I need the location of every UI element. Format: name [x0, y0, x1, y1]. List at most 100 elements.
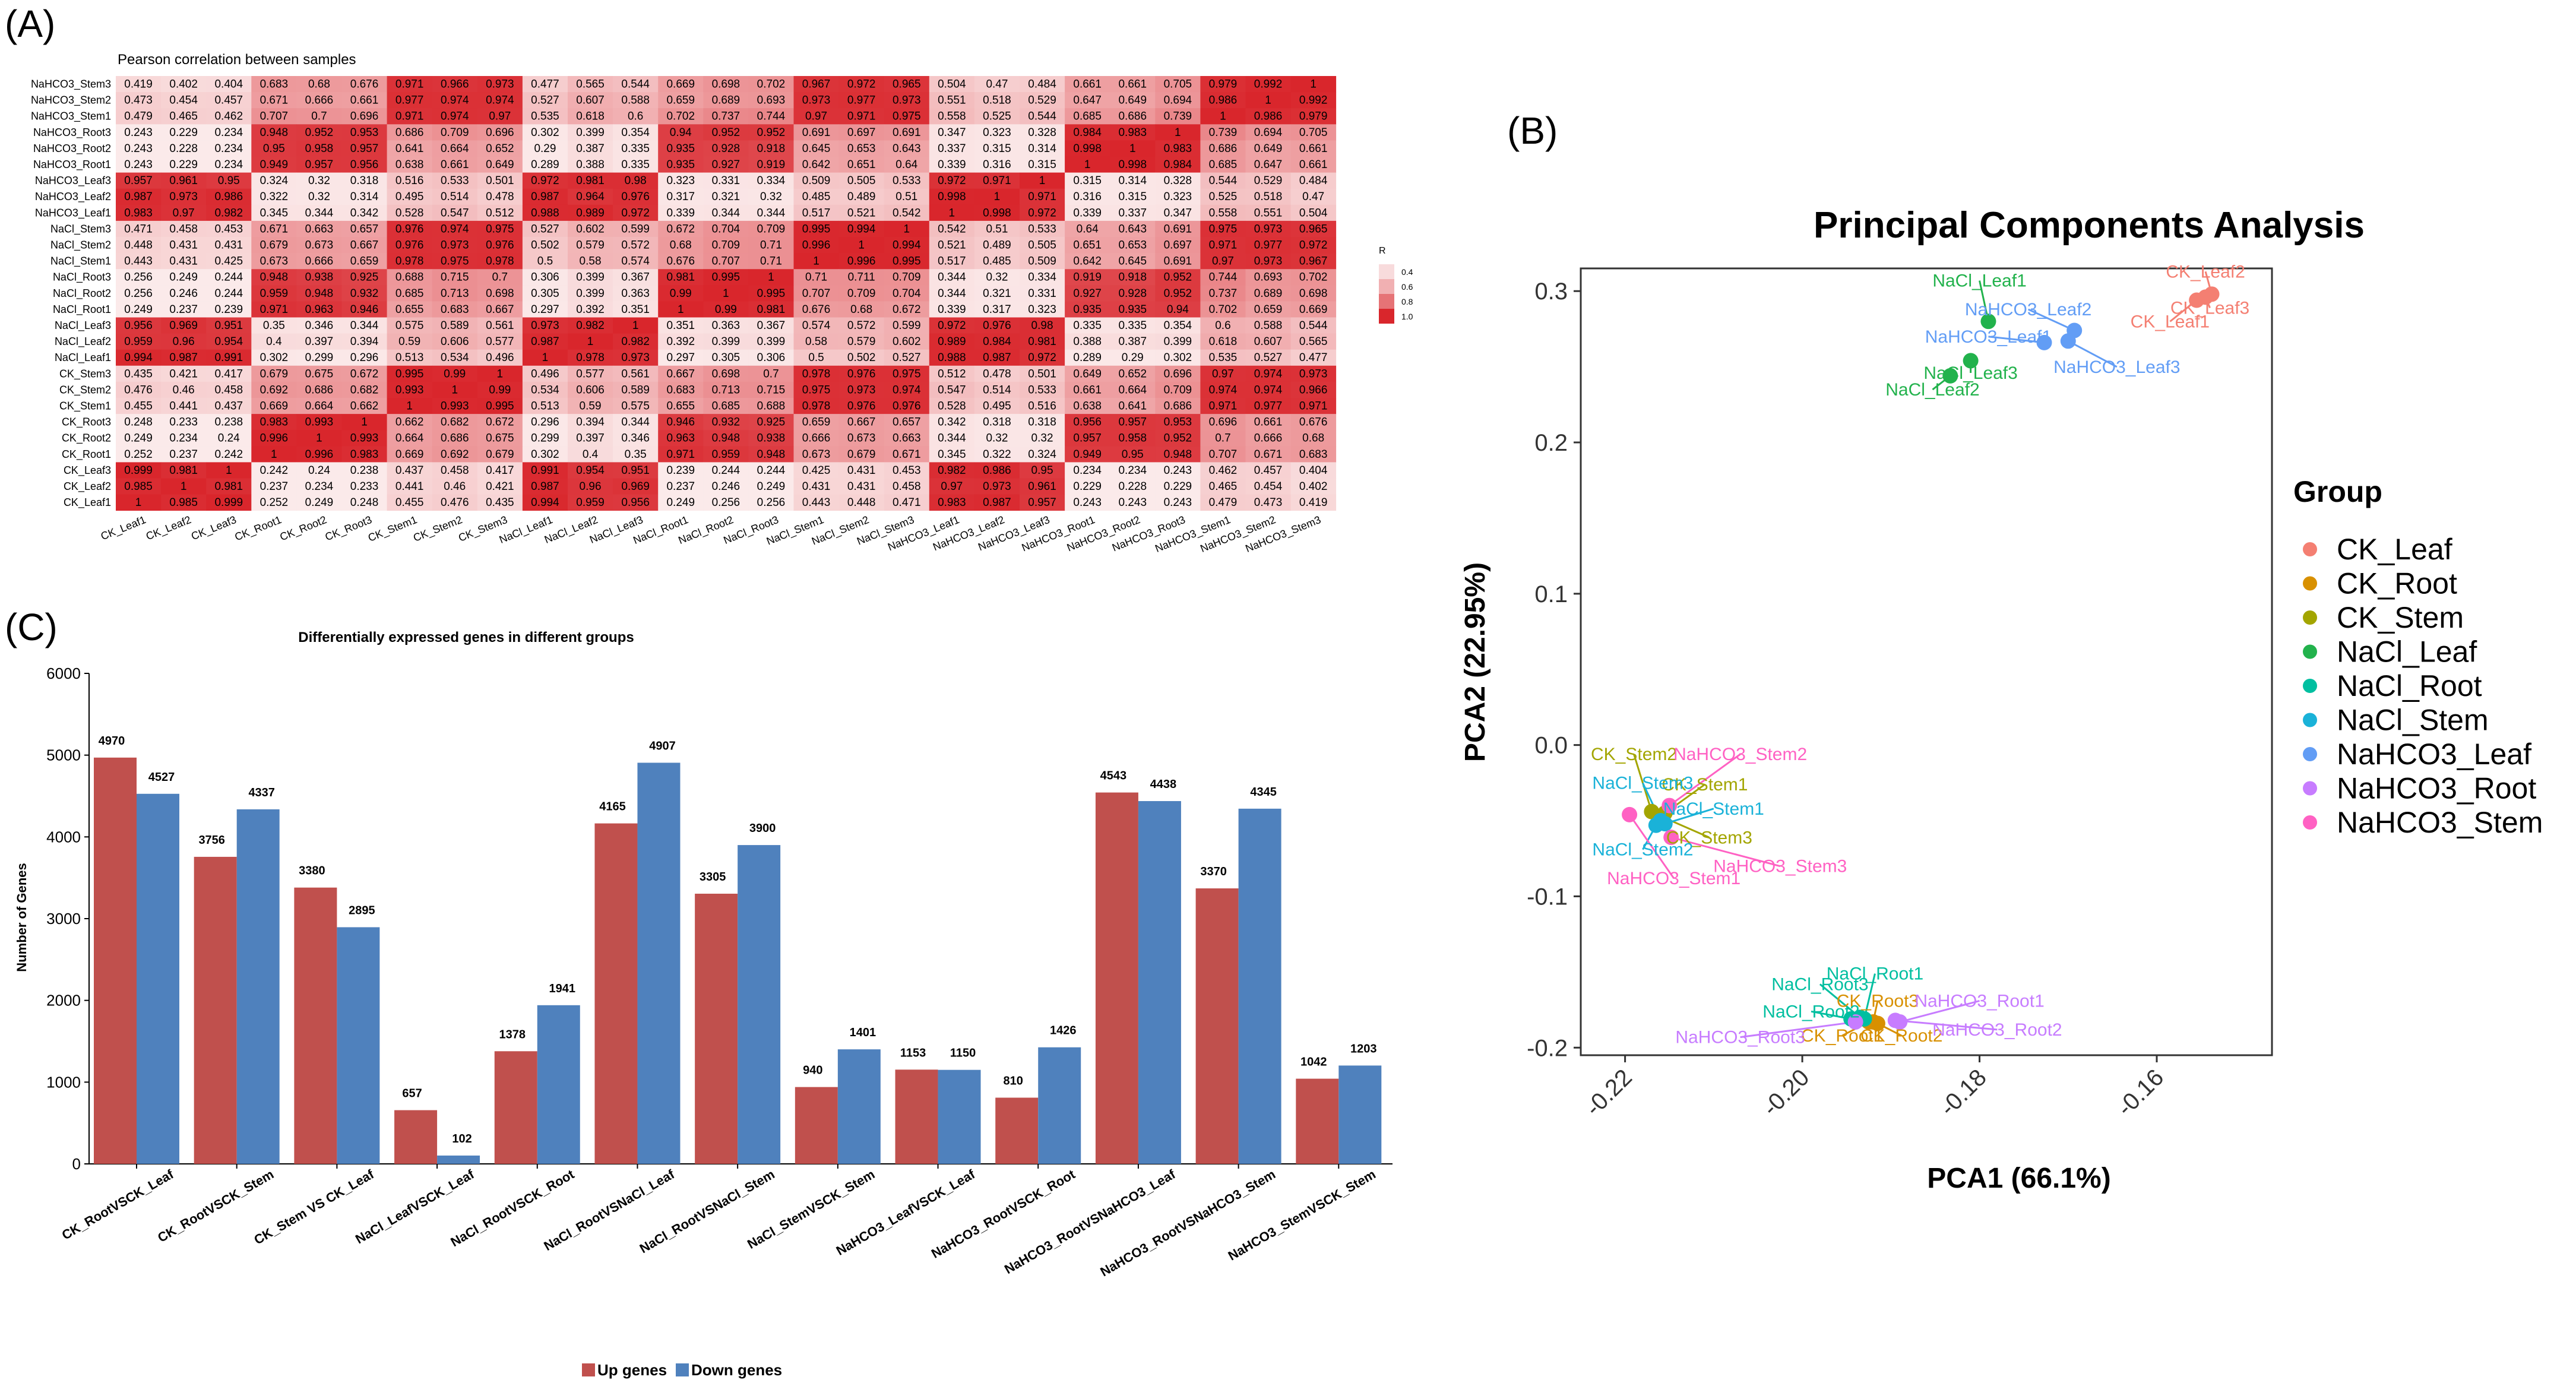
heatmap-cell — [161, 220, 207, 238]
heatmap-cell-value: 0.455 — [124, 400, 153, 413]
heatmap-cell-value: 0.331 — [712, 175, 740, 187]
heatmap-cell — [1110, 76, 1156, 93]
heatmap-cell-value: 0.971 — [260, 303, 289, 316]
heatmap-cell — [1200, 269, 1246, 286]
heatmap-cell-value: 0.337 — [938, 143, 966, 155]
heatmap-cell — [116, 92, 162, 109]
heatmap-cell — [793, 349, 839, 366]
heatmap-cell — [432, 365, 478, 382]
heatmap-cell-value: 0.676 — [1299, 416, 1328, 429]
heatmap-cell — [1020, 462, 1065, 479]
heatmap-cell-value: 0.676 — [666, 255, 695, 268]
heatmap-cell-value: 0.991 — [531, 464, 559, 477]
heatmap-cell-value: 0.657 — [893, 416, 921, 429]
heatmap-cell-value: 0.976 — [395, 223, 424, 235]
heatmap-cell-value: 0.315 — [1118, 191, 1147, 203]
heatmap-cell-value: 0.518 — [983, 94, 1011, 107]
heatmap-cell-value: 0.71 — [805, 271, 827, 284]
heatmap-cell-value: 0.989 — [938, 336, 966, 348]
heatmap-cell-value: 0.558 — [938, 110, 966, 123]
bar-y-tick-label: 0 — [72, 1155, 81, 1173]
heatmap-cell-value: 0.664 — [1118, 384, 1147, 396]
heatmap-cell — [522, 108, 568, 125]
heatmap-cell-value: 0.969 — [169, 319, 198, 332]
heatmap-cell — [1020, 188, 1065, 205]
heatmap-cell-value: 0.971 — [1299, 400, 1328, 413]
pca-point-label: CK_Stem1 — [1662, 775, 1748, 795]
heatmap-cell — [161, 124, 207, 141]
heatmap-cell-value: 0.974 — [1254, 384, 1283, 396]
heatmap-cell — [522, 220, 568, 238]
heatmap-cell — [658, 381, 704, 398]
heatmap-cell — [703, 317, 749, 334]
heatmap-cell — [568, 108, 613, 125]
heatmap-cell — [432, 317, 478, 334]
heatmap-cell — [522, 494, 568, 511]
heatmap-cell — [884, 92, 930, 109]
heatmap-cell-value: 0.58 — [580, 255, 602, 268]
heatmap-cell — [341, 317, 387, 334]
heatmap-cell — [477, 269, 523, 286]
heatmap-cell — [838, 188, 885, 205]
heatmap-cell-value: 0.485 — [802, 191, 831, 203]
bar-y-tick-label: 6000 — [46, 664, 81, 682]
heatmap-cell — [432, 237, 478, 254]
heatmap-cell-value: 0.367 — [621, 271, 650, 284]
heatmap-cell-value: 0.992 — [1299, 94, 1328, 107]
bar-mark — [1195, 888, 1239, 1164]
heatmap-cell-value: 0.7 — [311, 110, 327, 123]
heatmap-cell-value: 0.682 — [350, 384, 379, 396]
pca-legend: Group CK_LeafCK_RootCK_StemNaCl_LeafNaCl… — [2293, 475, 2543, 839]
heatmap-cell-value: 0.655 — [395, 303, 424, 316]
heatmap-cell-value: 0.641 — [1118, 400, 1147, 413]
pca-legend-label: NaCl_Root — [2337, 669, 2482, 702]
bar-value-label: 2895 — [349, 904, 375, 917]
heatmap-cell-value: 0.992 — [1254, 78, 1283, 91]
heatmap-cell-value: 0.693 — [1254, 271, 1283, 284]
heatmap-cell-value: 0.514 — [441, 191, 469, 203]
heatmap-cell — [568, 188, 613, 205]
heatmap-cell — [1290, 430, 1337, 447]
heatmap-cell-value: 0.946 — [350, 303, 379, 316]
heatmap-cell-value: 0.958 — [1118, 432, 1147, 445]
heatmap-cell-value: 0.529 — [1254, 175, 1283, 187]
heatmap-cell-value: 0.974 — [441, 110, 469, 123]
pca-point-label: CK_Root2 — [1860, 1026, 1942, 1046]
heatmap-cell — [522, 333, 568, 350]
heatmap-cell-value: 0.425 — [214, 255, 243, 268]
heatmap-cell-value: 0.98 — [625, 175, 647, 187]
heatmap-cell-value: 0.672 — [893, 303, 921, 316]
bar-mark — [738, 845, 781, 1164]
heatmap-cell-value: 0.495 — [395, 191, 424, 203]
heatmap-cell-value: 0.322 — [260, 191, 289, 203]
bar-value-label: 4907 — [649, 739, 676, 752]
heatmap-cell — [1200, 430, 1246, 447]
heatmap-cell-value: 0.966 — [1299, 384, 1328, 396]
heatmap-cell — [387, 269, 433, 286]
pca-legend-marker — [2303, 542, 2317, 556]
heatmap-cell-value: 0.602 — [893, 336, 921, 348]
heatmap-cell — [341, 253, 387, 270]
heatmap-cell — [1200, 349, 1246, 366]
heatmap-cell-value: 0.961 — [1028, 480, 1056, 493]
heatmap-cell — [1200, 317, 1246, 334]
heatmap-cell-value: 0.4 — [583, 448, 599, 461]
heatmap-cell — [793, 398, 839, 414]
heatmap-cell — [1020, 349, 1065, 366]
heatmap-cell-value: 0.246 — [712, 480, 740, 493]
heatmap-cell — [116, 140, 162, 157]
heatmap-cell-value: 0.698 — [712, 78, 740, 91]
heatmap-cell — [974, 204, 1020, 221]
heatmap-cell-value: 0.662 — [350, 400, 379, 413]
bar-y-tick-label: 2000 — [46, 992, 81, 1009]
heatmap-cell — [1155, 124, 1201, 141]
heatmap-column-label: CK_Leaf1 — [99, 514, 148, 543]
heatmap-cell-value: 0.976 — [983, 319, 1011, 332]
bar-value-label: 1042 — [1300, 1056, 1327, 1069]
heatmap-cell-value: 0.981 — [214, 480, 243, 493]
heatmap-cell — [974, 124, 1020, 141]
heatmap-cell — [161, 156, 207, 173]
heatmap-cell — [341, 333, 387, 350]
heatmap-cell-value: 0.344 — [757, 207, 786, 219]
heatmap-cell — [1290, 301, 1337, 318]
